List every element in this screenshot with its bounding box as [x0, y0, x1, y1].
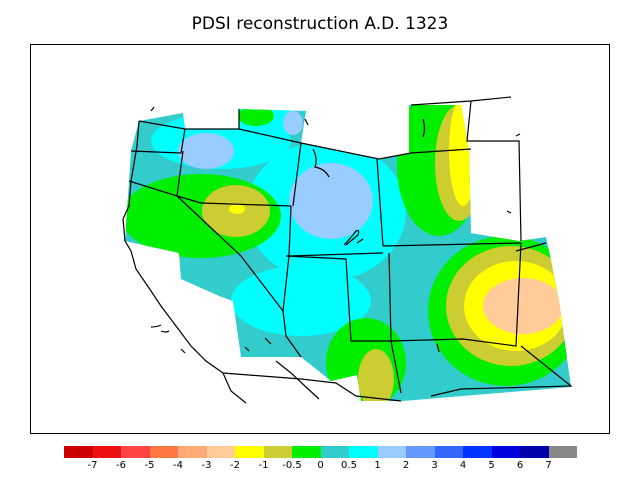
legend-tick-label: -1 — [258, 460, 269, 471]
legend-tick-label: 1 — [374, 460, 381, 471]
coastline — [122, 120, 224, 374]
state-boundary — [282, 255, 302, 358]
legend-tick-label: 3 — [431, 460, 438, 471]
field-lightblue — [178, 133, 234, 169]
legend-swatch — [263, 446, 292, 458]
legend-swatch — [149, 446, 178, 458]
legend-swatch — [349, 446, 378, 458]
legend-swatch — [406, 446, 435, 458]
legend-tick-label: -6 — [116, 460, 126, 471]
legend-tick-label: 2 — [402, 460, 410, 471]
lake — [422, 118, 426, 138]
field-cyan — [231, 266, 371, 336]
legend-tick-label: -2 — [230, 460, 240, 471]
legend-swatch — [463, 446, 492, 458]
state-boundary — [466, 100, 522, 242]
legend-tick-label: 6 — [516, 460, 524, 471]
legend-tick-label: -3 — [201, 460, 212, 471]
state-boundary — [176, 195, 292, 207]
legend-swatch — [548, 446, 577, 458]
legend-swatch — [434, 446, 463, 458]
legend-labels: -7 -6 -5 -4 -3 -2 -1 -0.5 0 0.5 1 2 3 4 5 6 7 — [64, 460, 577, 474]
legend-tick-label: 5 — [488, 460, 495, 471]
state-boundary — [376, 158, 384, 247]
lake — [264, 337, 272, 345]
legend-tick-label: -4 — [173, 460, 183, 471]
legend-swatch — [520, 446, 549, 458]
lake — [506, 210, 512, 214]
state-boundary — [410, 96, 512, 106]
lake — [436, 343, 440, 353]
lake — [150, 106, 155, 112]
legend-tick-label: -5 — [144, 460, 155, 471]
legend-swatch — [235, 446, 264, 458]
pdsi-field — [125, 105, 571, 401]
lake — [312, 148, 330, 178]
lake — [515, 133, 521, 137]
legend-swatch — [64, 446, 93, 458]
legend-tick-label: 0.5 — [341, 460, 357, 471]
map-frame — [30, 44, 610, 434]
state-boundary — [300, 142, 472, 160]
legend-tick-label: 0 — [317, 460, 324, 471]
island — [180, 348, 186, 354]
legend-tick-label: 7 — [545, 460, 552, 471]
field-green — [238, 106, 274, 126]
pdsi-map — [122, 96, 573, 404]
lake — [244, 346, 250, 352]
field-peach — [483, 278, 563, 334]
legend-swatch — [178, 446, 207, 458]
state-boundary — [382, 242, 522, 247]
lake — [304, 118, 309, 126]
state-boundary — [430, 345, 573, 397]
state-boundary — [138, 109, 240, 130]
field-lightblue — [289, 163, 373, 239]
island — [150, 324, 162, 328]
legend-tick-label: 4 — [459, 460, 467, 471]
coastline — [275, 360, 320, 400]
field-lightblue — [283, 111, 303, 135]
legend-tick-label: -7 — [87, 460, 98, 471]
state-boundary — [515, 242, 547, 252]
coastline — [222, 372, 247, 404]
field-gap — [471, 141, 521, 241]
legend-swatch — [377, 446, 406, 458]
legend-swatch — [92, 446, 121, 458]
island — [160, 330, 170, 333]
state-boundary — [222, 372, 402, 402]
lake — [343, 229, 360, 246]
legend-swatch — [491, 446, 520, 458]
legend-swatch — [206, 446, 235, 458]
field-yellow — [229, 204, 245, 214]
state-boundary — [130, 128, 186, 154]
island — [192, 347, 197, 352]
legend-swatch — [320, 446, 349, 458]
state-boundary — [390, 242, 522, 347]
page-title: PDSI reconstruction A.D. 1323 — [191, 14, 449, 34]
state-boundary — [285, 255, 391, 342]
field-olive — [358, 349, 394, 401]
legend-swatch — [121, 446, 150, 458]
boundaries — [122, 96, 573, 404]
state-boundary — [176, 195, 284, 312]
legend-tick-label: -0.5 — [282, 460, 302, 471]
color-legend — [64, 446, 577, 458]
lake — [356, 238, 364, 244]
legend-swatch — [292, 446, 321, 458]
